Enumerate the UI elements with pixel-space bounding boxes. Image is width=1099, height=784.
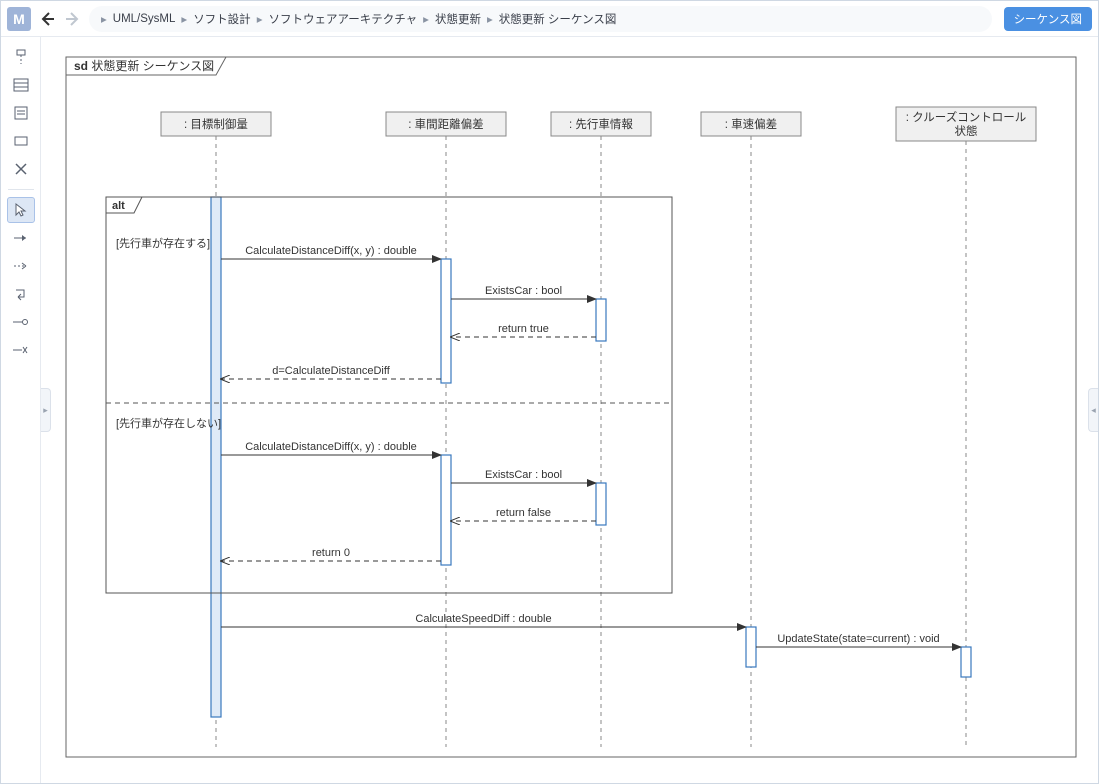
- nav-back-button[interactable]: [37, 9, 57, 29]
- crumb-item[interactable]: 状態更新 シーケンス図: [499, 11, 617, 27]
- message-label: return 0: [312, 547, 350, 559]
- note-icon[interactable]: [7, 100, 35, 126]
- delete-icon[interactable]: [7, 156, 35, 182]
- fragment-icon[interactable]: [7, 72, 35, 98]
- activation-bar[interactable]: [596, 483, 606, 525]
- activation-bar[interactable]: [211, 197, 221, 717]
- crumb-item[interactable]: 状態更新: [435, 11, 481, 27]
- message-icon[interactable]: [7, 225, 35, 251]
- crumb-item[interactable]: ソフトウェアアーキテクチャ: [268, 11, 417, 27]
- canvas-viewport[interactable]: ▸ ◂ sd 状態更新 シーケンス図: 目標制御量: 車間距離偏差: 先行車情報…: [41, 37, 1098, 783]
- message-label: ExistsCar : bool: [485, 285, 562, 297]
- lifeline-label: 状態: [955, 124, 978, 138]
- reply-icon[interactable]: [7, 253, 35, 279]
- lifeline-label: : クルーズコントロール: [906, 110, 1026, 124]
- message-label: CalculateSpeedDiff : double: [415, 613, 551, 625]
- chevron-right-icon: ▸: [421, 12, 431, 26]
- crumb-item[interactable]: UML/SysML: [113, 13, 176, 25]
- body: ▸ ◂ sd 状態更新 シーケンス図: 目標制御量: 車間距離偏差: 先行車情報…: [1, 37, 1098, 783]
- message-label: return true: [498, 323, 549, 335]
- activation-bar[interactable]: [441, 259, 451, 383]
- chevron-right-icon: ▸: [485, 12, 495, 26]
- guard-condition: [先行車が存在する]: [116, 236, 210, 250]
- lifeline-label: : 目標制御量: [184, 117, 248, 131]
- diagram-type-tag[interactable]: シーケンス図: [1004, 7, 1092, 31]
- toolbox-separator: [8, 189, 34, 190]
- activation-bar[interactable]: [596, 299, 606, 341]
- topbar: M ▸ UML/SysML ▸ ソフト設計 ▸ ソフトウェアアーキテクチャ ▸ …: [1, 1, 1098, 37]
- nav-forward-button[interactable]: [63, 9, 83, 29]
- rect-icon[interactable]: [7, 128, 35, 154]
- app-window: M ▸ UML/SysML ▸ ソフト設計 ▸ ソフトウェアアーキテクチャ ▸ …: [0, 0, 1099, 784]
- message-label: UpdateState(state=current) : void: [777, 633, 939, 645]
- frame-title: sd 状態更新 シーケンス図: [74, 58, 214, 73]
- activation-bar[interactable]: [961, 647, 971, 677]
- chevron-right-icon: ▸: [255, 12, 265, 26]
- lifeline-label: : 車速偏差: [725, 117, 777, 131]
- guard-condition: [先行車が存在しない]: [116, 416, 221, 430]
- found-icon[interactable]: [7, 337, 35, 363]
- toolbox: [1, 37, 41, 783]
- lost-icon[interactable]: [7, 309, 35, 335]
- activation-bar[interactable]: [441, 455, 451, 565]
- fragment-label: alt: [112, 200, 125, 212]
- message-label: CalculateDistanceDiff(x, y) : double: [245, 441, 417, 453]
- message-label: return false: [496, 507, 551, 519]
- crumb-item[interactable]: ソフト設計: [193, 11, 251, 27]
- lifeline-label: : 車間距離偏差: [408, 117, 483, 131]
- message-label: d=CalculateDistanceDiff: [272, 365, 390, 377]
- message-label: ExistsCar : bool: [485, 469, 562, 481]
- lifeline-icon[interactable]: [7, 44, 35, 70]
- breadcrumb[interactable]: ▸ UML/SysML ▸ ソフト設計 ▸ ソフトウェアアーキテクチャ ▸ 状態…: [89, 6, 992, 32]
- lifeline-label: : 先行車情報: [569, 117, 633, 131]
- activation-bar[interactable]: [746, 627, 756, 667]
- app-logo[interactable]: M: [7, 7, 31, 31]
- chevron-right-icon: ▸: [179, 12, 189, 26]
- self-msg-icon[interactable]: [7, 281, 35, 307]
- chevron-right-icon: ▸: [99, 12, 109, 26]
- pointer-icon[interactable]: [7, 197, 35, 223]
- sequence-diagram[interactable]: sd 状態更新 シーケンス図 : 目標制御量 : 車間距離偏差 : 先行車情報 : 車速…: [41, 37, 1098, 783]
- message-label: CalculateDistanceDiff(x, y) : double: [245, 245, 417, 257]
